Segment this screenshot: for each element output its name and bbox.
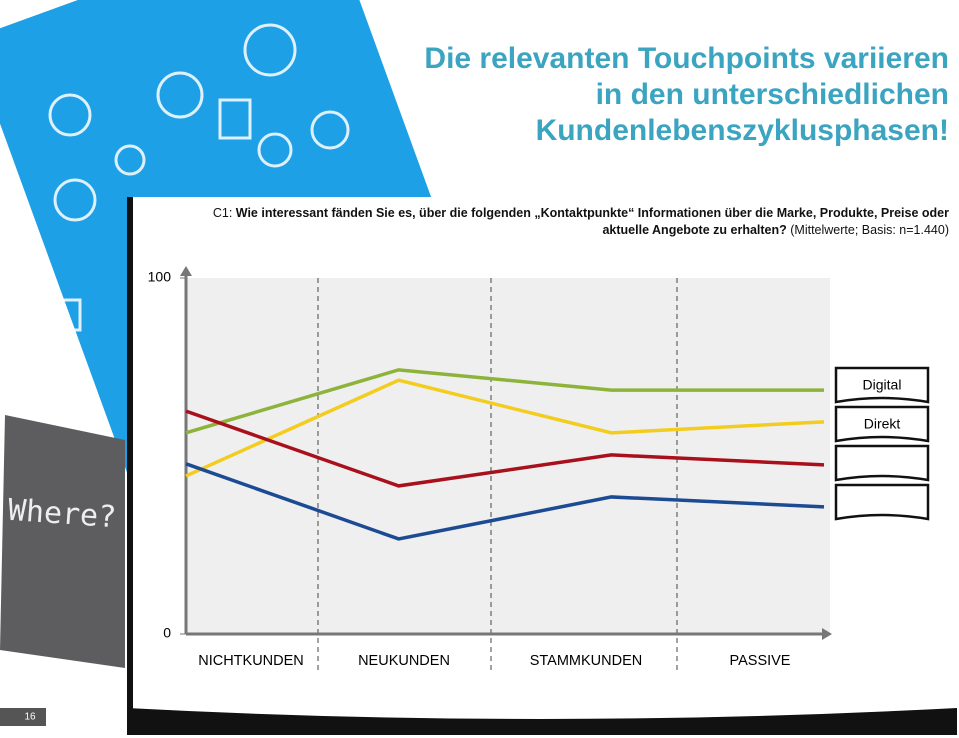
y-axis-arrow — [180, 266, 192, 276]
chart: C1: Wie interessant fänden Sie es, über … — [148, 206, 949, 672]
legend-box — [834, 444, 930, 482]
legend-box — [834, 483, 930, 521]
question: C1: Wie interessant fänden Sie es, über … — [213, 206, 949, 220]
x-axis-arrow — [822, 628, 832, 640]
series-line — [185, 378, 825, 478]
series-line — [185, 462, 825, 541]
question-part: C1: — [213, 206, 232, 220]
plot-area — [186, 278, 830, 634]
x-tick-label: NICHTKUNDEN — [198, 653, 304, 669]
x-tick-label: NEUKUNDEN — [358, 653, 450, 669]
chalkboard — [0, 415, 125, 668]
legend-box — [834, 405, 930, 443]
y-tick-label: 100 — [148, 269, 172, 285]
legend-label: Direkt — [864, 416, 901, 432]
icons — [12, 23, 350, 387]
title-line: Kundenlebenszyklusphasen! — [536, 114, 949, 147]
title-line: in den unterschiedlichen — [596, 78, 949, 111]
series-line — [185, 409, 825, 488]
card-curl — [127, 708, 957, 735]
x-tick-label: PASSIVE — [730, 653, 791, 669]
y-tick-label: 0 — [163, 625, 171, 641]
x-tick-label: STAMMKUNDEN — [530, 653, 643, 669]
series-line — [185, 368, 824, 435]
page-number-box — [0, 708, 46, 726]
legend-label: Digital — [863, 377, 902, 393]
legend-box — [834, 366, 930, 404]
question-part: aktuelle Angebote zu erhalten? — [602, 223, 786, 237]
question: aktuelle Angebote zu erhalten? (Mittelwe… — [602, 223, 949, 237]
page-number: 16 — [24, 712, 36, 723]
image-text: Where? — [7, 493, 118, 535]
question-part: (Mittelwerte; Basis: n=1.440) — [787, 223, 949, 237]
question-part: Wie interessant fänden Sie es, über die … — [232, 206, 949, 220]
title-line: Die relevanten Touchpoints variieren — [424, 42, 949, 75]
